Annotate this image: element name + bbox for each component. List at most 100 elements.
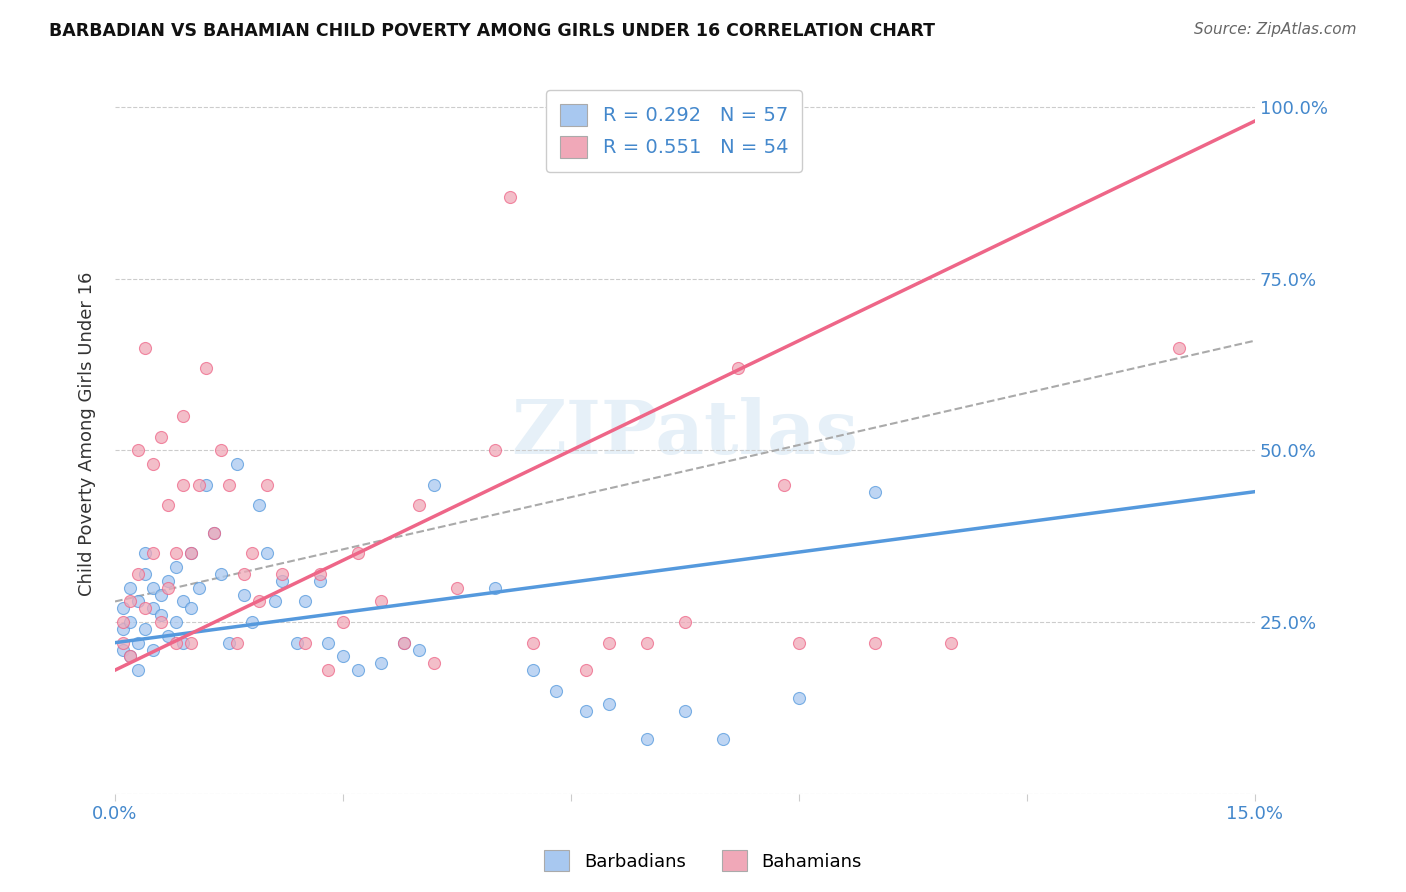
Text: BARBADIAN VS BAHAMIAN CHILD POVERTY AMONG GIRLS UNDER 16 CORRELATION CHART: BARBADIAN VS BAHAMIAN CHILD POVERTY AMON… [49,22,935,40]
Point [157,499,180,513]
Point [309,574,332,588]
Point [727,361,749,376]
Point [142,642,165,657]
Point [149,615,172,629]
Point [939,635,962,649]
Point [316,663,339,677]
Point [287,635,309,649]
Point [247,594,270,608]
Point [863,635,886,649]
Point [172,478,194,492]
Y-axis label: Child Poverty Among Girls Under 16: Child Poverty Among Girls Under 16 [79,271,96,596]
Point [332,649,354,664]
Point [370,657,392,671]
Point [111,622,134,636]
Point [347,546,370,560]
Point [522,635,544,649]
Text: ZIPatlas: ZIPatlas [512,397,859,470]
Point [225,457,247,471]
Point [271,567,294,582]
Point [218,478,240,492]
Point [787,690,810,705]
Point [142,457,165,471]
Point [187,581,209,595]
Point [120,615,142,629]
Point [711,731,734,746]
Point [134,601,156,615]
Point [218,635,240,649]
Point [233,588,256,602]
Point [240,546,263,560]
Point [180,635,202,649]
Point [149,588,172,602]
Point [263,594,285,608]
Point [127,567,149,582]
Point [309,567,332,582]
Point [165,635,187,649]
Point [484,443,506,458]
Point [127,635,149,649]
Point [598,698,620,712]
Point [347,663,370,677]
Point [111,635,134,649]
Point [598,635,620,649]
Point [256,478,278,492]
Point [120,594,142,608]
Point [294,594,316,608]
Point [423,657,446,671]
Point [165,546,187,560]
Point [195,361,218,376]
Point [271,574,294,588]
Point [233,567,256,582]
Point [202,525,225,540]
Legend: Barbadians, Bahamians: Barbadians, Bahamians [537,843,869,879]
Point [120,649,142,664]
Point [772,478,794,492]
Point [408,499,430,513]
Point [673,615,696,629]
Point [165,615,187,629]
Point [247,499,270,513]
Point [256,546,278,560]
Point [332,615,354,629]
Point [127,443,149,458]
Point [180,546,202,560]
Point [392,635,415,649]
Point [423,478,446,492]
Point [240,615,263,629]
Point [120,581,142,595]
Legend: R = 0.292   N = 57, R = 0.551   N = 54: R = 0.292 N = 57, R = 0.551 N = 54 [547,90,801,172]
Point [787,635,810,649]
Point [157,581,180,595]
Point [209,443,232,458]
Point [149,608,172,623]
Point [499,189,522,203]
Point [180,601,202,615]
Point [636,731,658,746]
Point [392,635,415,649]
Point [134,341,156,355]
Point [111,615,134,629]
Point [111,601,134,615]
Point [111,642,134,657]
Point [636,635,658,649]
Point [127,663,149,677]
Point [142,601,165,615]
Point [195,478,218,492]
Point [544,683,567,698]
Point [180,546,202,560]
Point [120,649,142,664]
Point [172,635,194,649]
Point [134,622,156,636]
Point [1167,341,1189,355]
Point [575,663,598,677]
Point [172,594,194,608]
Point [294,635,316,649]
Point [370,594,392,608]
Point [134,546,156,560]
Point [165,560,187,574]
Point [142,546,165,560]
Point [575,704,598,718]
Point [225,635,247,649]
Point [209,567,232,582]
